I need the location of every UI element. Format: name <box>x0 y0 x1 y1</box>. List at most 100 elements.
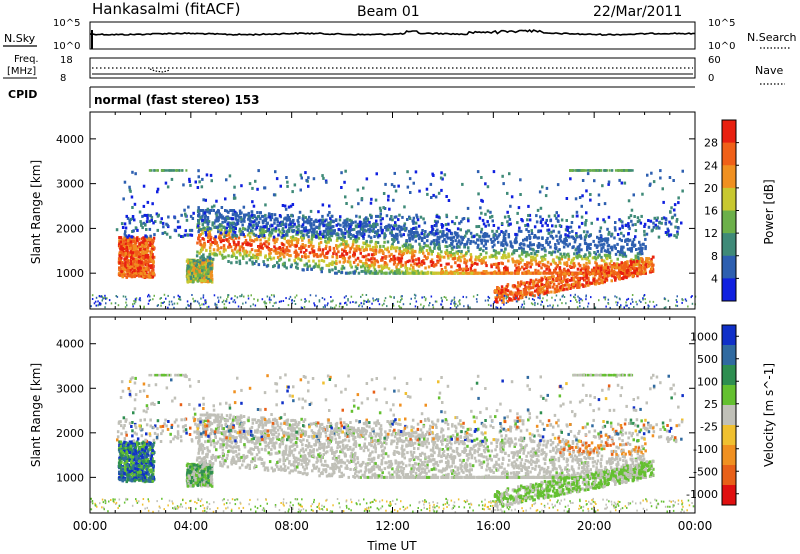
echo-cell <box>578 283 582 287</box>
echo-cell <box>278 214 282 217</box>
echo-cell <box>542 271 545 275</box>
echo-cell <box>208 232 211 236</box>
echo-cell <box>622 234 625 238</box>
echo-cell <box>462 236 465 239</box>
echo-cell <box>415 230 418 234</box>
echo-cell <box>465 265 468 269</box>
echo-cell <box>135 253 138 257</box>
echo-cell <box>306 268 309 271</box>
echo-cell <box>585 276 588 280</box>
echo-cell <box>252 239 256 243</box>
echo-cell <box>291 221 294 224</box>
echo-cell <box>332 246 336 250</box>
echo-cell <box>601 276 605 280</box>
echo-cell <box>504 247 507 251</box>
echo-cell <box>502 292 505 296</box>
echo-cell <box>248 258 252 262</box>
echo-cell <box>235 250 239 254</box>
echo-cell <box>365 262 368 266</box>
echo-cell <box>594 252 598 256</box>
echo-cell <box>603 274 606 278</box>
echo-cell <box>395 246 399 250</box>
echo-cell <box>324 235 328 239</box>
echo-cell <box>500 256 504 260</box>
echo-cell <box>452 245 456 249</box>
echo-cell <box>517 206 521 210</box>
echo-cell <box>581 276 585 280</box>
echo-cell <box>406 268 409 272</box>
echo-cell <box>247 211 250 215</box>
echo-cell <box>622 276 625 279</box>
echo-cell <box>553 290 556 294</box>
echo-cell <box>333 261 336 265</box>
echo-cell <box>440 171 443 175</box>
echo-cell <box>321 235 325 239</box>
echo-cell <box>460 251 463 255</box>
echo-cell <box>241 230 244 234</box>
echo-cell <box>401 250 404 254</box>
echo-cell <box>225 226 228 230</box>
echo-cell <box>204 228 207 232</box>
echo-cell <box>416 218 420 222</box>
echo-cell <box>497 292 500 295</box>
echo-cell <box>630 208 634 212</box>
echo-cell <box>212 209 215 212</box>
echo-cell <box>584 268 588 272</box>
echo-cell <box>547 231 550 235</box>
echo-cell <box>124 242 128 246</box>
echo-cell <box>128 246 131 250</box>
echo-cell <box>384 247 387 251</box>
echo-cell <box>421 250 424 253</box>
echo-cell <box>387 228 390 232</box>
echo-cell <box>659 169 662 173</box>
echo-cell <box>133 265 136 269</box>
echo-cell <box>342 237 345 241</box>
echo-cell <box>484 182 487 186</box>
echo-cell <box>254 249 257 253</box>
echo-cell <box>627 274 630 278</box>
date-title: 22/Mar/2011 <box>593 4 682 20</box>
echo-cell <box>337 250 340 254</box>
echo-cell <box>584 253 587 257</box>
echo-cell <box>383 271 386 275</box>
echo-cell <box>566 264 569 268</box>
echo-cell <box>547 271 551 275</box>
echo-cell <box>623 252 626 256</box>
echo-cell <box>183 208 186 212</box>
echo-cell <box>621 253 624 257</box>
echo-cell <box>188 228 192 232</box>
echo-cell <box>641 192 644 196</box>
echo-cell <box>298 216 301 220</box>
echo-cell <box>301 268 304 272</box>
echo-cell <box>614 252 618 256</box>
echo-cell <box>322 176 325 180</box>
echo-cell <box>518 226 521 230</box>
echo-cell <box>438 271 441 275</box>
echo-cell <box>573 284 576 288</box>
echo-cell <box>337 269 340 273</box>
echo-cell <box>658 226 661 230</box>
echo-cell <box>217 236 221 240</box>
echo-cell <box>281 252 284 256</box>
echo-cell <box>489 271 493 275</box>
echo-cell <box>205 220 208 224</box>
echo-cell <box>526 269 529 273</box>
echo-cell <box>281 204 285 207</box>
echo-cell <box>398 257 402 261</box>
echo-cell <box>185 218 189 222</box>
echo-cell <box>504 239 507 243</box>
echo-cell <box>524 224 527 227</box>
echo-cell <box>614 276 617 280</box>
echo-cell <box>542 292 546 296</box>
echo-cell <box>390 252 393 256</box>
echo-cell <box>264 203 267 207</box>
echo-cell <box>525 236 529 240</box>
echo-cell <box>203 241 206 245</box>
freq-frame <box>89 57 696 79</box>
echo-cell <box>455 250 458 254</box>
echo-cell <box>135 250 138 254</box>
echo-cell <box>608 273 611 277</box>
echo-cell <box>343 246 347 250</box>
echo-cell <box>204 233 208 237</box>
echo-cell <box>173 216 177 220</box>
